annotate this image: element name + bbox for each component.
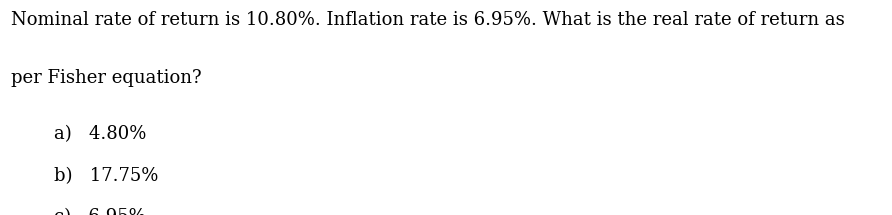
Text: Nominal rate of return is 10.80%. Inflation rate is 6.95%. What is the real rate: Nominal rate of return is 10.80%. Inflat… [11,11,845,29]
Text: b)   17.75%: b) 17.75% [54,167,158,185]
Text: c)   6.95%: c) 6.95% [54,209,145,215]
Text: a)   4.80%: a) 4.80% [54,125,146,143]
Text: per Fisher equation?: per Fisher equation? [11,69,202,87]
